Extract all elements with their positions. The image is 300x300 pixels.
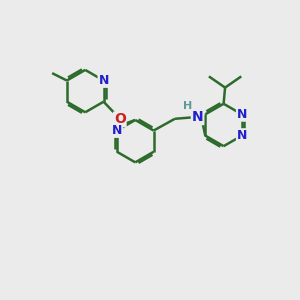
Text: O: O	[114, 112, 126, 126]
Text: N: N	[192, 110, 203, 124]
Text: N: N	[98, 74, 109, 87]
Text: N: N	[237, 129, 247, 142]
Text: N: N	[237, 108, 247, 121]
Text: N: N	[112, 124, 122, 137]
Text: H: H	[183, 101, 192, 111]
